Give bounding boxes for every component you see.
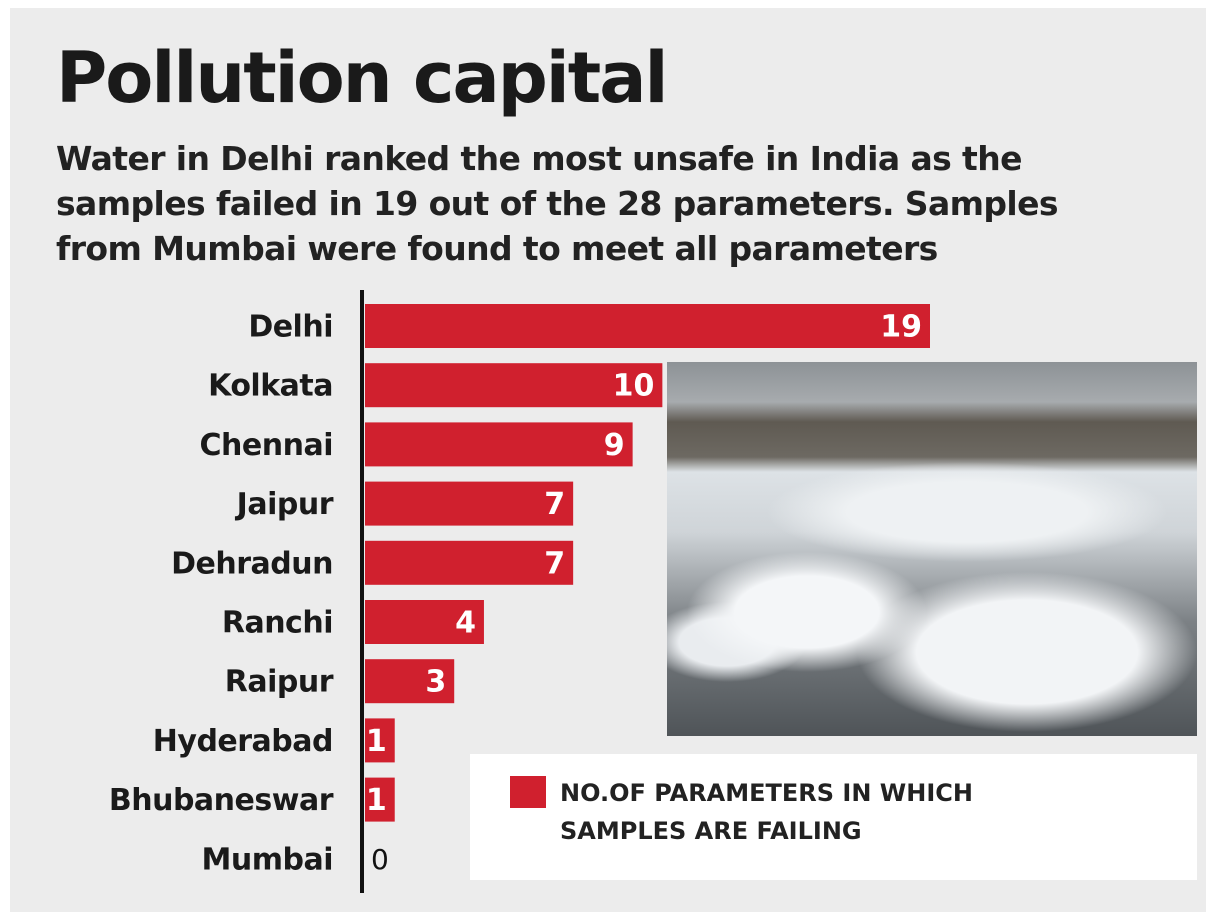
value-label: 19 xyxy=(880,310,922,345)
value-label: 7 xyxy=(544,487,565,522)
value-label: 9 xyxy=(604,428,625,463)
bar xyxy=(365,304,930,348)
category-label: Kolkata xyxy=(208,369,333,404)
category-label: Chennai xyxy=(200,428,333,463)
page: {"chart_data": {"type": "bar", "orientat… xyxy=(0,0,1216,920)
value-label: 7 xyxy=(544,546,565,581)
category-label: Hyderabad xyxy=(153,724,333,759)
value-label: 10 xyxy=(613,369,655,404)
bar xyxy=(365,541,573,585)
category-label: Delhi xyxy=(248,310,333,345)
bar xyxy=(365,482,573,526)
category-label: Ranchi xyxy=(222,606,333,641)
chart-frame: Pollution capital Water in Delhi ranked … xyxy=(10,8,1206,912)
category-label: Raipur xyxy=(225,665,334,700)
value-label: 0 xyxy=(371,843,389,876)
category-label: Bhubaneswar xyxy=(109,783,334,818)
value-label: 3 xyxy=(425,665,446,700)
category-label: Jaipur xyxy=(235,487,334,522)
value-label: 1 xyxy=(366,783,387,818)
category-label: Dehradun xyxy=(171,546,333,581)
category-label: Mumbai xyxy=(202,842,333,877)
value-label: 4 xyxy=(455,606,476,641)
bar xyxy=(365,422,633,466)
value-label: 1 xyxy=(366,724,387,759)
